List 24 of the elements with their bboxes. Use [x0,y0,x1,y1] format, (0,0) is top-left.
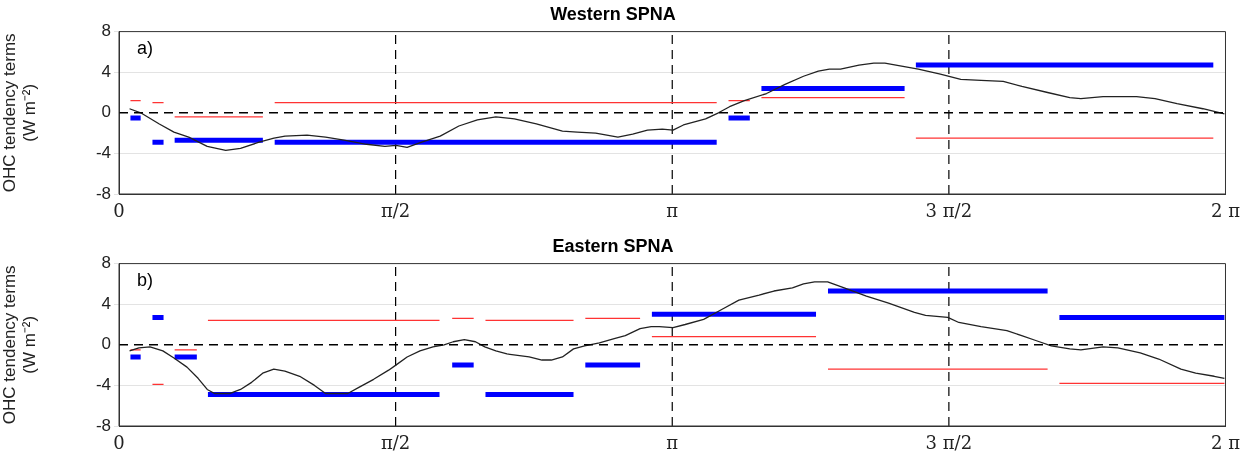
chart-title: Western SPNA [550,3,676,24]
y-tick-label: 4 [101,293,111,313]
annotation: a) [137,37,154,58]
y-tick-label: -8 [95,183,111,203]
x-tick-label: 3 π/2 [925,432,973,454]
x-tick-label: π [666,432,679,454]
y-tick-label: -4 [95,143,111,163]
y-tick-label: 4 [101,61,111,81]
x-tick-label: 2 π [1210,200,1241,222]
x-tick-label: π/2 [380,432,411,454]
y-tick-label: 8 [101,21,111,41]
x-tick-label: π/2 [380,200,411,222]
y-tick-label: -4 [95,375,111,395]
y-tick-label: 0 [101,334,111,354]
y-tick-label: 0 [101,102,111,122]
y-axis-title: OHC tendency terms (W m⁻²) [0,33,40,193]
x-tick-label: 2 π [1210,432,1241,454]
y-tick-label: -8 [95,415,111,435]
x-tick-label: 3 π/2 [925,200,973,222]
x-tick-label: π [666,200,679,222]
chart-title: Eastern SPNA [552,235,674,256]
y-axis-title: OHC tendency terms (W m⁻²) [0,265,40,425]
annotation: b) [137,269,154,290]
y-tick-label: 8 [101,253,111,273]
